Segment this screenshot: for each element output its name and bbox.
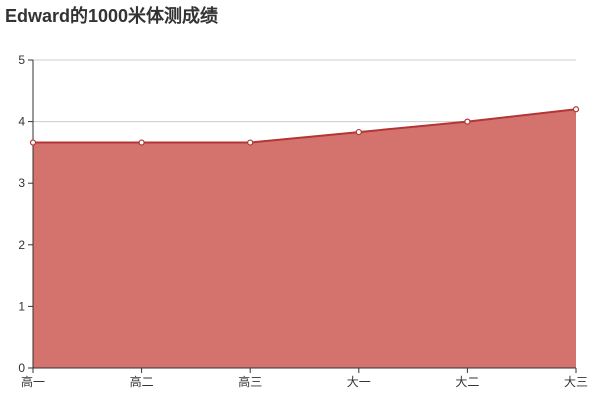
y-tick-label: 1: [18, 299, 25, 313]
y-tick-label: 0: [18, 361, 25, 375]
y-tick-label: 2: [18, 238, 25, 252]
data-point-高三[interactable]: [247, 139, 254, 146]
y-tick-label: 4: [18, 115, 25, 129]
x-tick-label: 高一: [21, 374, 45, 389]
axes: [28, 59, 577, 373]
data-point-大二[interactable]: [464, 118, 471, 125]
series-line-0: [33, 108, 577, 144]
data-point-高二[interactable]: [138, 139, 145, 146]
data-point-大三[interactable]: [572, 106, 580, 113]
chart-title: Edward的1000米体测成绩: [5, 6, 219, 26]
x-tick-label: 大三: [564, 375, 588, 389]
area-layer: [33, 108, 577, 368]
x-tick-label: 高二: [130, 374, 154, 389]
series-area-0: [33, 109, 576, 368]
x-tick-label: 大二: [455, 375, 479, 389]
data-point-大一[interactable]: [355, 128, 362, 136]
y-tick-label: 5: [18, 53, 25, 67]
x-tick-label: 高三: [238, 374, 262, 389]
tick-labels: 0 1 2 3 4 5 高一 高二 高三 大一 大二 大三: [18, 53, 588, 389]
data-point-高一[interactable]: [29, 139, 37, 146]
data-points: [29, 106, 580, 146]
x-tick-label: 大一: [347, 375, 371, 389]
y-tick-label: 3: [18, 176, 25, 190]
